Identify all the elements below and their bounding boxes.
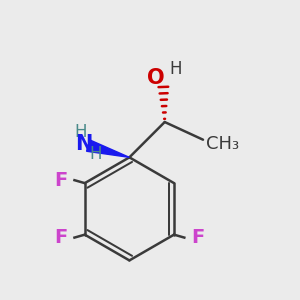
Text: H: H (75, 123, 87, 141)
Text: H: H (169, 60, 182, 78)
Text: CH₃: CH₃ (206, 135, 239, 153)
Text: F: F (191, 228, 204, 247)
Text: N: N (75, 134, 92, 154)
Polygon shape (86, 140, 129, 158)
Text: F: F (55, 171, 68, 190)
Text: O: O (147, 68, 165, 88)
Text: F: F (55, 228, 68, 247)
Text: H: H (89, 146, 102, 164)
